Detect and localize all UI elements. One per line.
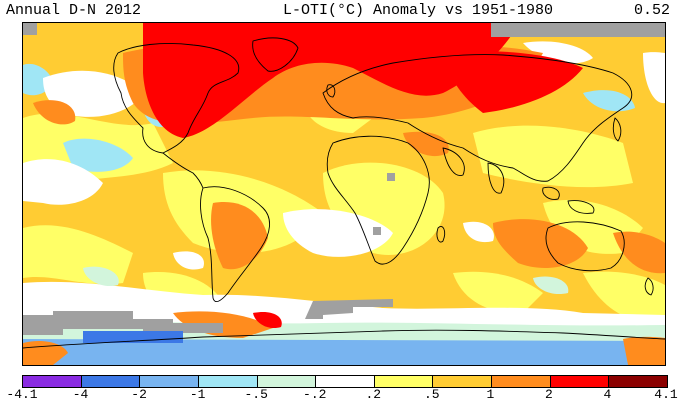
color-scale-tick-label: .5 — [424, 387, 440, 402]
color-scale-tick-label: -4 — [72, 387, 89, 402]
color-scale-bar — [22, 375, 668, 388]
color-scale-swatch — [609, 376, 668, 387]
period-label: Annual D-N 2012 — [6, 2, 142, 19]
color-scale-tick-label: 1 — [486, 387, 495, 402]
color-scale-swatch — [140, 376, 199, 387]
coastlines — [23, 37, 665, 349]
color-scale-tick-label: -2 — [131, 387, 147, 402]
missing-data-patches — [23, 23, 665, 335]
color-scale-tick-label: -.2 — [303, 387, 327, 402]
color-scale-swatch — [198, 376, 258, 387]
color-scale-tick-label: 2 — [545, 387, 553, 402]
anomaly-map — [22, 22, 666, 366]
map-title: L-OTI(°C) Anomaly vs 1951-1980 — [283, 2, 554, 19]
color-scale-swatch — [81, 376, 141, 387]
anomaly-map-canvas — [23, 23, 665, 365]
color-scale-tick-label: -1 — [189, 387, 206, 402]
color-scale-tick-label: 4 — [603, 387, 612, 402]
color-scale-tick-label: 4.1 — [654, 387, 678, 402]
global-mean-value: 0.52 — [633, 2, 670, 19]
color-scale-swatch — [550, 376, 610, 387]
color-scale-swatch — [374, 376, 434, 387]
color-scale-swatch — [257, 376, 317, 387]
color-scale-tick-label: .2 — [365, 387, 382, 402]
color-scale-swatch — [433, 376, 493, 387]
color-scale-tick-label: -4.1 — [6, 387, 38, 402]
color-scale-swatch — [316, 376, 375, 387]
anomaly-red-patches — [143, 23, 583, 329]
color-scale-swatch — [23, 376, 82, 387]
color-scale-swatch — [492, 376, 551, 387]
color-scale-tick-label: -.5 — [244, 387, 268, 402]
